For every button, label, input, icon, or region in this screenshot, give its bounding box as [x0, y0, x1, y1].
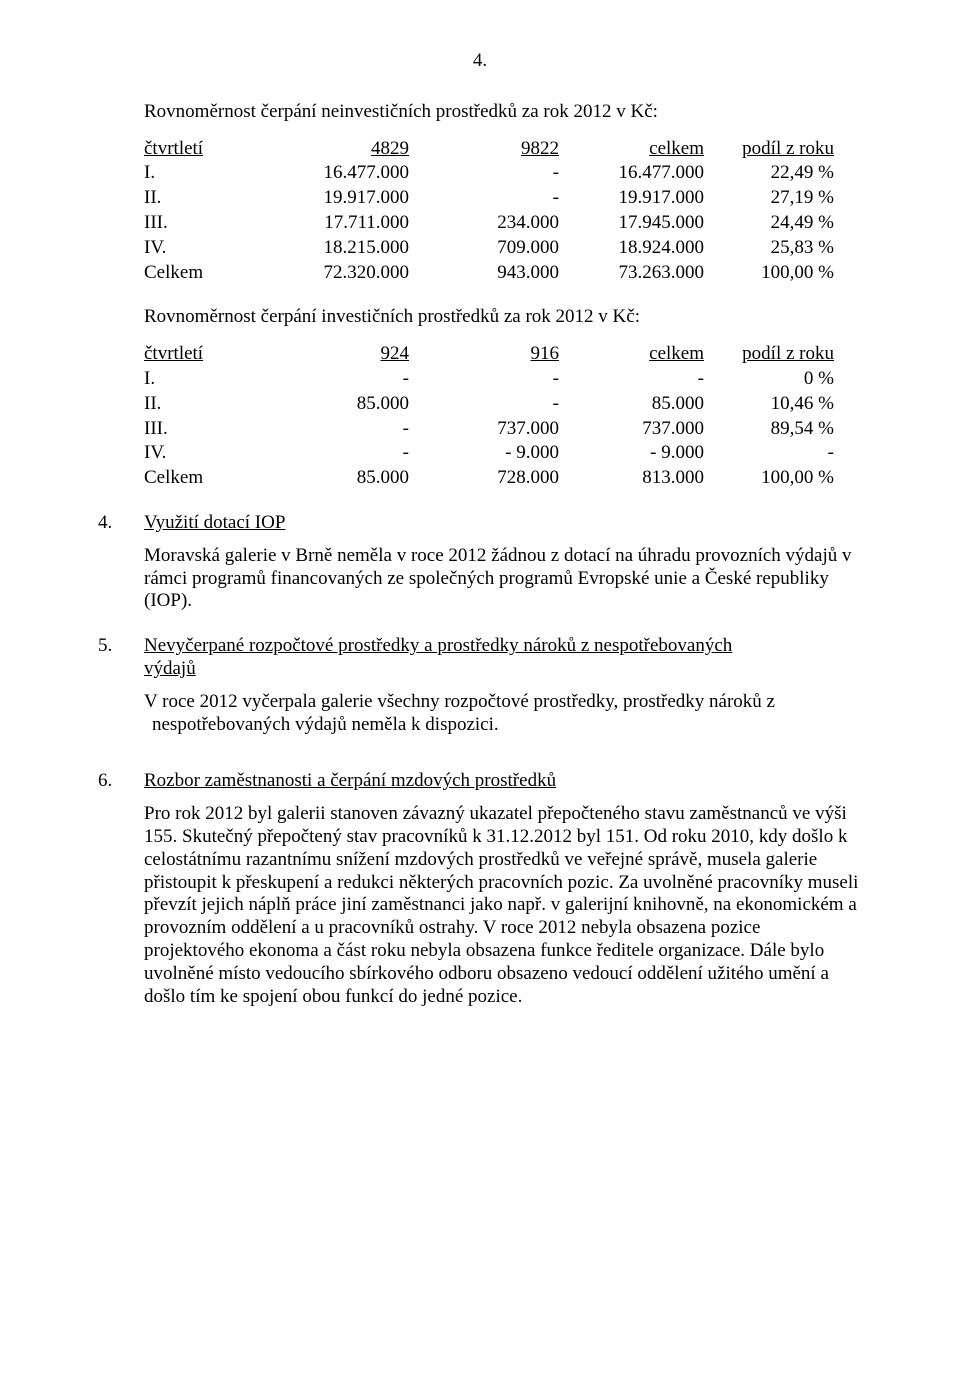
cell: 0 %: [704, 368, 834, 393]
table-row: II. 85.000 - 85.000 10,46 %: [144, 393, 834, 418]
col-header: celkem: [649, 138, 704, 159]
table-invest: čtvrtletí 924 916 celkem podíl z roku I.…: [144, 343, 834, 492]
cell: 737.000: [409, 418, 559, 443]
col-header: čtvrtletí: [144, 343, 203, 364]
cell: II.: [144, 393, 264, 418]
section-6-header: 6. Rozbor zaměstnanosti a čerpání mzdový…: [98, 770, 862, 793]
table-row: Celkem 72.320.000 943.000 73.263.000 100…: [144, 262, 834, 287]
cell: -: [409, 368, 559, 393]
cell: 737.000: [559, 418, 704, 443]
cell: 27,19 %: [704, 187, 834, 212]
intro-2: Rovnoměrnost čerpání investičních prostř…: [144, 306, 862, 329]
table-noninvest: čtvrtletí 4829 9822 celkem podíl z roku …: [144, 138, 834, 287]
cell: I.: [144, 368, 264, 393]
intro-1: Rovnoměrnost čerpání neinvestičních pros…: [144, 101, 862, 124]
cell: -: [409, 187, 559, 212]
cell: 18.924.000: [559, 237, 704, 262]
cell: 89,54 %: [704, 418, 834, 443]
cell: 24,49 %: [704, 212, 834, 237]
page-number: 4.: [98, 50, 862, 73]
section-title-line2: výdajů: [144, 658, 196, 679]
section-6-body: Pro rok 2012 byl galerii stanoven závazn…: [144, 803, 862, 1008]
cell: 19.917.000: [264, 187, 409, 212]
cell: IV.: [144, 237, 264, 262]
table-row: II. 19.917.000 - 19.917.000 27,19 %: [144, 187, 834, 212]
table-row: I. - - - 0 %: [144, 368, 834, 393]
cell: 22,49 %: [704, 162, 834, 187]
col-header: 4829: [371, 138, 409, 159]
cell: II.: [144, 187, 264, 212]
cell: 73.263.000: [559, 262, 704, 287]
cell: IV.: [144, 442, 264, 467]
cell: 16.477.000: [559, 162, 704, 187]
cell: -: [409, 393, 559, 418]
cell: Celkem: [144, 262, 264, 287]
cell: 85.000: [264, 393, 409, 418]
table-row: III. - 737.000 737.000 89,54 %: [144, 418, 834, 443]
section-number: 5.: [98, 635, 144, 658]
col-header: 9822: [521, 138, 559, 159]
table-row: I. 16.477.000 - 16.477.000 22,49 %: [144, 162, 834, 187]
cell: 16.477.000: [264, 162, 409, 187]
cell: 709.000: [409, 237, 559, 262]
col-header: podíl z roku: [742, 343, 834, 364]
table-row: IV. - - 9.000 - 9.000 -: [144, 442, 834, 467]
table-header-row: čtvrtletí 924 916 celkem podíl z roku: [144, 343, 834, 368]
section-5-body: V roce 2012 vyčerpala galerie všechny ro…: [144, 691, 862, 737]
cell: 728.000: [409, 467, 559, 492]
cell: 19.917.000: [559, 187, 704, 212]
cell: III.: [144, 418, 264, 443]
cell: 943.000: [409, 262, 559, 287]
cell: -: [264, 368, 409, 393]
section-title: Využití dotací IOP: [144, 512, 285, 533]
section-5-header: 5. Nevyčerpané rozpočtové prostředky a p…: [98, 635, 862, 681]
cell: 10,46 %: [704, 393, 834, 418]
cell: 85.000: [559, 393, 704, 418]
cell: 85.000: [264, 467, 409, 492]
cell: Celkem: [144, 467, 264, 492]
cell: 234.000: [409, 212, 559, 237]
section-4-body: Moravská galerie v Brně neměla v roce 20…: [144, 545, 862, 613]
cell: 17.945.000: [559, 212, 704, 237]
section-title-line1: Nevyčerpané rozpočtové prostředky a pros…: [144, 635, 732, 656]
col-header: 924: [381, 343, 410, 364]
col-header: podíl z roku: [742, 138, 834, 159]
col-header: čtvrtletí: [144, 138, 203, 159]
col-header: 916: [531, 343, 560, 364]
cell: III.: [144, 212, 264, 237]
cell: -: [264, 442, 409, 467]
table-row: IV. 18.215.000 709.000 18.924.000 25,83 …: [144, 237, 834, 262]
cell: 18.215.000: [264, 237, 409, 262]
cell: -: [264, 418, 409, 443]
section-4-header: 4. Využití dotací IOP: [98, 512, 862, 535]
table-row: Celkem 85.000 728.000 813.000 100,00 %: [144, 467, 834, 492]
cell: I.: [144, 162, 264, 187]
cell: 813.000: [559, 467, 704, 492]
section-number: 4.: [98, 512, 144, 535]
cell: -: [559, 368, 704, 393]
table-header-row: čtvrtletí 4829 9822 celkem podíl z roku: [144, 138, 834, 163]
cell: 25,83 %: [704, 237, 834, 262]
col-header: celkem: [649, 343, 704, 364]
table-row: III. 17.711.000 234.000 17.945.000 24,49…: [144, 212, 834, 237]
cell: - 9.000: [559, 442, 704, 467]
section-title: Rozbor zaměstnanosti a čerpání mzdových …: [144, 770, 556, 791]
cell: 100,00 %: [704, 467, 834, 492]
page: 4. Rovnoměrnost čerpání neinvestičních p…: [0, 0, 960, 1378]
cell: 72.320.000: [264, 262, 409, 287]
section-number: 6.: [98, 770, 144, 793]
cell: 100,00 %: [704, 262, 834, 287]
cell: 17.711.000: [264, 212, 409, 237]
cell: -: [704, 442, 834, 467]
cell: - 9.000: [409, 442, 559, 467]
cell: -: [409, 162, 559, 187]
